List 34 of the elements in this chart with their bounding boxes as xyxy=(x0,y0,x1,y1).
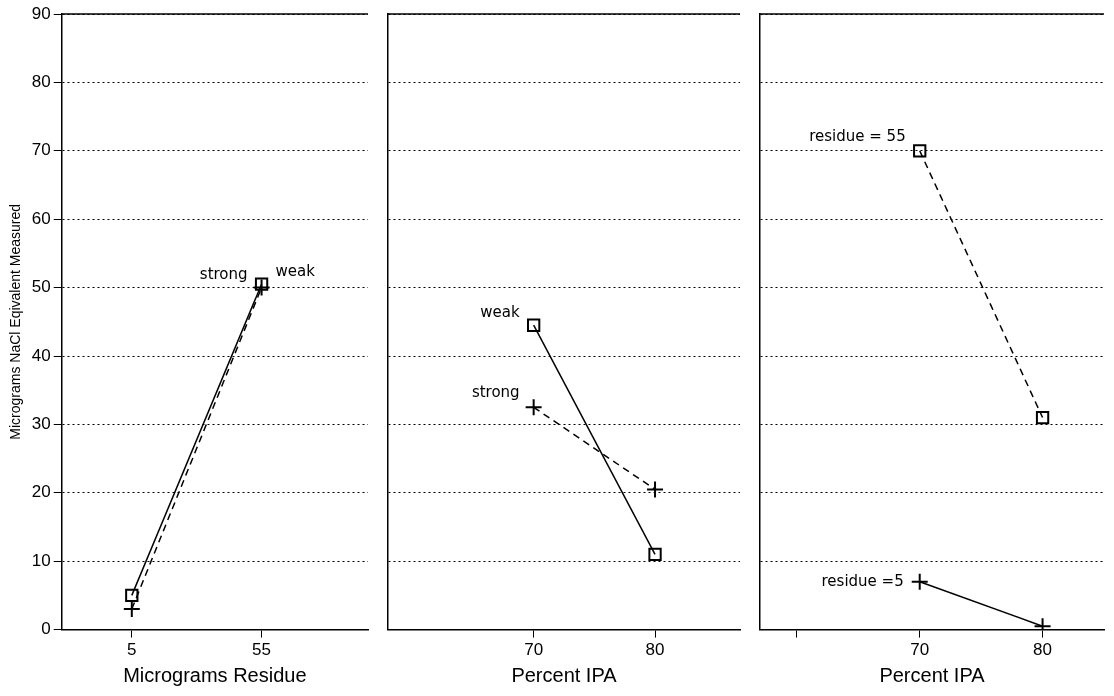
series-label: residue =5 xyxy=(821,571,904,590)
x-tick-label: 80 xyxy=(645,640,665,660)
series-label: strong xyxy=(199,265,248,284)
point xyxy=(122,600,141,619)
y-tick-label: 80 xyxy=(31,72,51,92)
x-tick-label: 70 xyxy=(910,640,930,660)
y-tick-label: 30 xyxy=(31,414,51,434)
x-tick-label: 5 xyxy=(127,640,137,660)
point xyxy=(125,588,139,603)
series-label: weak xyxy=(275,262,316,281)
point xyxy=(646,480,665,499)
y-tick-label: 10 xyxy=(31,550,51,570)
x-axis-title: Micrograms Residue xyxy=(123,663,307,686)
y-tick-label: 0 xyxy=(41,619,51,639)
point xyxy=(252,278,271,297)
x-tick-label: 80 xyxy=(1033,640,1053,660)
series-label: residue = 55 xyxy=(809,126,906,145)
series-label: weak xyxy=(480,303,520,322)
point xyxy=(648,547,662,562)
x-tick-label: 70 xyxy=(524,640,544,660)
point xyxy=(254,277,269,291)
y-tick-label: 50 xyxy=(31,277,51,297)
x-tick-label: 55 xyxy=(252,640,272,660)
point xyxy=(527,318,541,332)
y-tick-label: 70 xyxy=(31,140,51,160)
point xyxy=(524,398,543,417)
y-tick-label: 40 xyxy=(31,345,51,365)
series-label: strong xyxy=(471,383,520,402)
y-tick-label: 20 xyxy=(31,482,51,502)
x-axis-title: Percent IPA xyxy=(879,663,986,686)
y-tick-label: 90 xyxy=(31,3,51,23)
y-axis-title: Micrograms NaCl Eqivalent Measured xyxy=(7,203,24,440)
x-axis-title: Percent IPA xyxy=(511,663,618,686)
y-tick-label: 60 xyxy=(31,208,51,228)
